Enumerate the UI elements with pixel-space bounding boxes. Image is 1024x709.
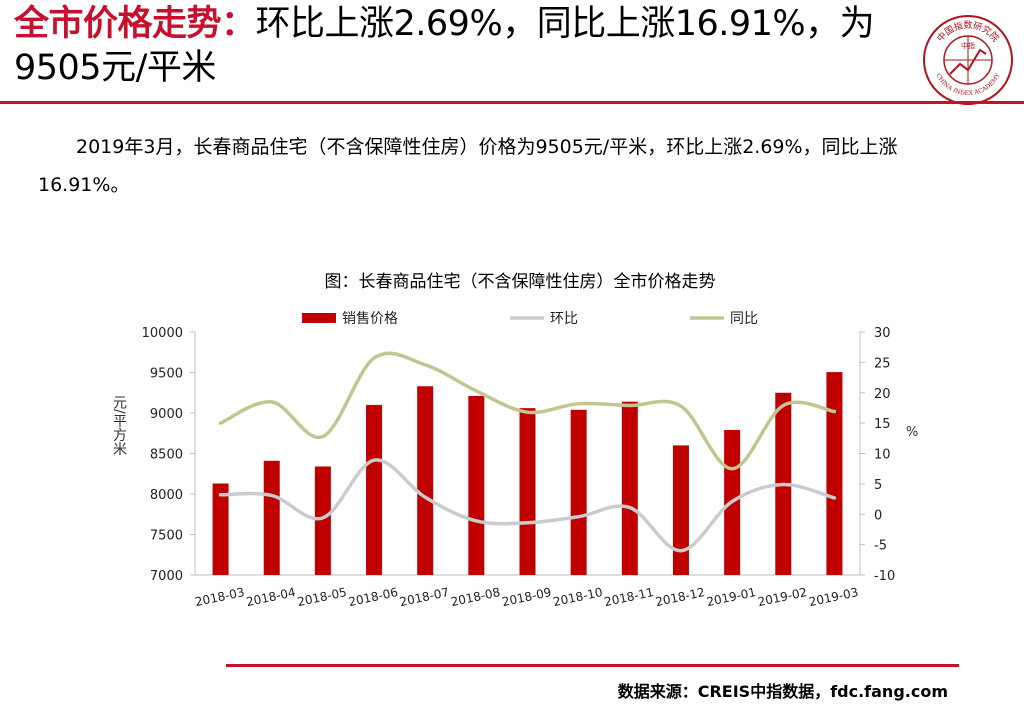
x-axis-labels: 2018-03 2018-04 2018-05 2018-06 2018-07 2018-… [194,585,860,609]
yoy-line [218,351,837,471]
legend-swatch-price [302,313,336,323]
data-source: 数据来源：CREIS中指数据，fdc.fang.com [617,682,948,701]
line-series [218,351,837,553]
y-left-tick-label: 10000 [142,326,183,341]
y-left-axis-title: 元/平方米 [111,395,127,456]
headline: 全市价格走势：环比上涨2.69%，同比上涨16.91%，为9505元/平米 [14,2,894,90]
y-right-tick-label: 0 [874,508,882,523]
y-right-tick-label: 10 [874,448,891,463]
y-left-tick-label: 7500 [150,529,183,544]
price-trend-chart: 图：长春商品住宅（不含保障性住房）全市价格走势 销售价格 环比 同比 10000 95… [111,272,918,609]
price-bar [672,445,689,575]
logo-trend-mark [949,48,987,75]
price-bar [263,460,280,575]
y-right-tick-label: -5 [874,539,887,554]
headline-accent: 全市价格走势： [14,4,256,44]
summary-paragraph: 2019年3月，长春商品住宅（不含保障性住房）价格为9505元/平米，环比上涨2… [38,136,898,196]
x-tick-label: 2018-10 [552,585,604,609]
y-left-tick-label: 8500 [150,448,183,463]
x-tick-label: 2018-11 [603,585,655,609]
y-right-tick-label: -10 [874,569,895,584]
price-bar [621,401,638,575]
footer-divider [226,664,959,667]
y-right-axis-title: % [906,425,918,440]
x-tick-label: 2018-04 [245,585,297,609]
chart-axes: 10000 9500 9000 8500 8000 7500 7000 30 25 20 15 10 5… [111,326,918,584]
x-tick-label: 2019-03 [808,585,860,609]
y-left-tick-label: 7000 [150,569,183,584]
y-right-tick-label: 25 [874,356,891,371]
mom-line [218,458,837,553]
chart-title: 图：长春商品住宅（不含保障性住房）全市价格走势 [325,272,716,292]
price-bar [826,372,843,575]
x-tick-label: 2019-01 [705,585,757,609]
legend-label: 环比 [550,311,578,327]
logo-center-text: 中指 [961,41,975,50]
y-right-tick-label: 15 [874,417,891,432]
x-tick-label: 2018-08 [450,585,502,609]
x-tick-label: 2018-03 [194,585,246,609]
legend-label: 销售价格 [342,311,398,327]
price-bar [314,466,331,575]
price-bar [417,386,434,575]
price-bar [212,483,229,575]
x-tick-label: 2018-05 [296,585,348,609]
x-tick-label: 2018-09 [501,585,553,609]
price-bar [468,395,485,575]
x-tick-label: 2019-02 [756,585,808,609]
legend-label: 同比 [730,311,758,327]
y-left-tick-label: 9500 [150,367,183,382]
x-tick-label: 2018-12 [654,585,706,609]
x-tick-label: 2018-07 [398,585,450,609]
price-bar [519,408,536,575]
price-bar [570,409,587,575]
header-divider [0,101,1024,104]
y-right-tick-label: 20 [874,387,891,402]
y-left-tick-label: 8000 [150,488,183,503]
price-bar [366,404,383,575]
logo-outer-ring [923,15,1013,105]
bar-series [212,372,843,575]
y-left-tick-label: 9000 [150,407,183,422]
y-right-tick-label: 5 [874,478,882,493]
headline-rest: 环比上涨2.69%，同比上涨16.91%，为9505元/平米 [14,4,875,88]
china-index-academy-logo: 中国指数研究院 CHINA INDEX ACADEMY 中指 [923,15,1013,105]
chart-legend: 销售价格 环比 同比 [302,311,758,327]
y-right-tick-label: 30 [874,326,891,341]
x-tick-label: 2018-06 [347,585,399,609]
